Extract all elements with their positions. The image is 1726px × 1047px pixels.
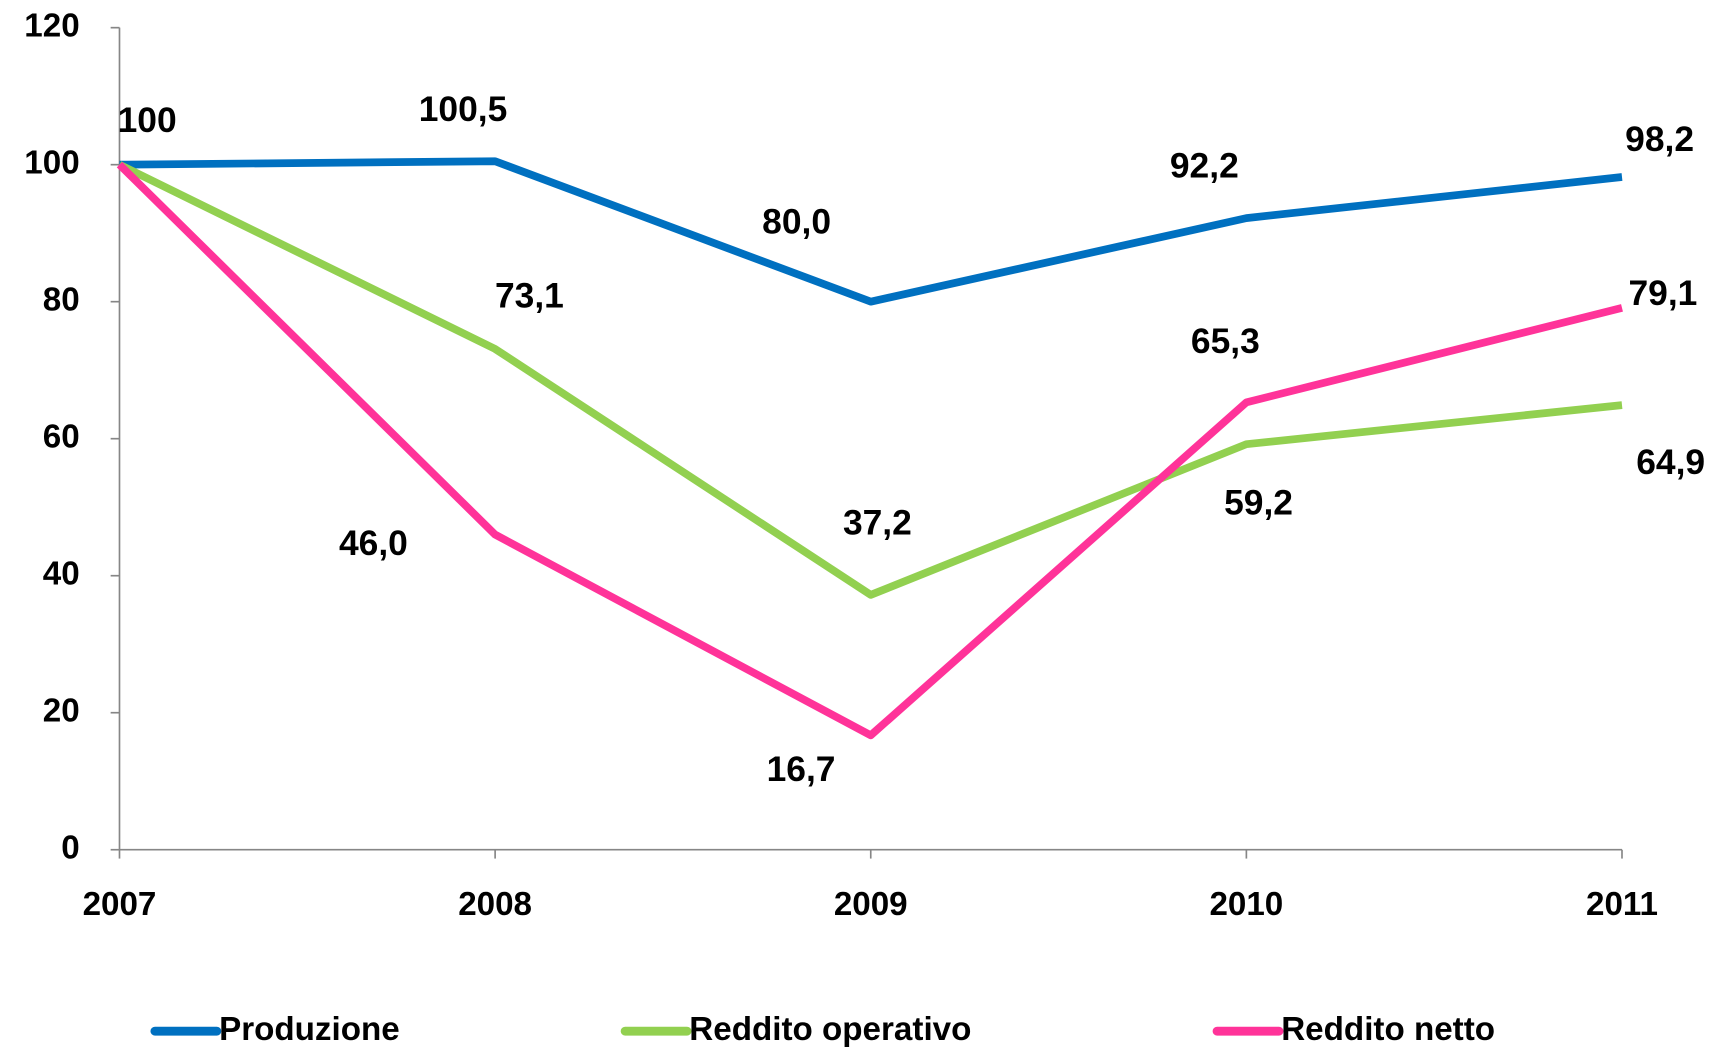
x-tick-label: 2011: [1586, 886, 1658, 923]
series-line: [116, 161, 1623, 740]
legend-label: Produzione: [219, 1011, 400, 1047]
y-tick-label: 0: [61, 829, 79, 866]
series-line: [117, 161, 1623, 599]
y-tick-label: 40: [43, 555, 80, 592]
legend-label: Reddito operativo: [689, 1011, 971, 1047]
data-label: 79,1: [1628, 273, 1697, 313]
legend-label: Reddito netto: [1281, 1011, 1495, 1047]
y-tick-label: 60: [43, 418, 80, 455]
x-tick-label: 2010: [1209, 886, 1283, 923]
x-tick-label: 2008: [458, 886, 532, 923]
data-label: 80,0: [762, 202, 831, 242]
data-label: 100: [118, 100, 177, 140]
y-tick-label: 80: [43, 281, 80, 318]
data-label: 64,9: [1636, 442, 1705, 482]
data-label: 46,0: [339, 523, 408, 563]
y-tick-label: 100: [24, 144, 79, 181]
data-label: 65,3: [1191, 321, 1260, 361]
data-label: 73,1: [495, 275, 564, 315]
x-tick-label: 2009: [834, 886, 908, 923]
series-line: [119, 157, 1623, 306]
data-label: 100,5: [419, 89, 508, 129]
x-tick-label: 2007: [83, 886, 157, 923]
data-label: 59,2: [1224, 482, 1293, 522]
data-label: 98,2: [1625, 119, 1694, 159]
data-label: 16,7: [767, 749, 836, 789]
y-tick-label: 20: [43, 692, 80, 729]
data-label: 92,2: [1170, 146, 1239, 186]
data-label: 37,2: [843, 503, 912, 543]
y-tick-label: 120: [24, 7, 79, 44]
